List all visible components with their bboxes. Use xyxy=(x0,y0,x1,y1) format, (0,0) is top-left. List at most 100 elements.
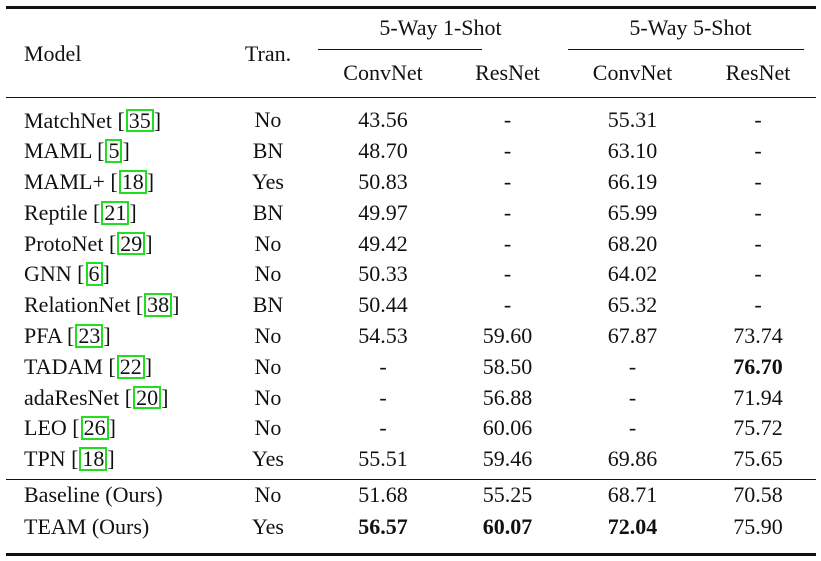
citation-link[interactable]: 23 xyxy=(75,324,104,348)
accuracy-cell: - xyxy=(628,384,637,410)
accuracy-cell: 64.02 xyxy=(607,261,658,287)
accuracy-cell: - xyxy=(503,138,512,164)
model-cell: GNN [6] xyxy=(24,261,110,287)
model-name: MAML xyxy=(24,138,92,164)
table-row: TPN [18] Yes 55.51 59.46 69.86 75.65 xyxy=(6,444,816,475)
model-cell: LEO [26] xyxy=(24,415,116,441)
bottom-rule xyxy=(6,553,816,556)
transductive-cell: No xyxy=(254,481,282,507)
header-5way-1shot: 5-Way 1-Shot xyxy=(379,15,502,40)
transductive-cell: Yes xyxy=(251,513,284,539)
ours-rule xyxy=(6,479,816,481)
header-convnet-1shot: ConvNet xyxy=(343,60,423,85)
citation-link[interactable]: 38 xyxy=(144,293,173,318)
citation-link[interactable]: 21 xyxy=(101,200,130,225)
header-rule xyxy=(6,97,816,99)
model-cell: adaResNet [20] xyxy=(24,384,169,410)
transductive-cell: No xyxy=(254,415,282,441)
accuracy-cell: 55.51 xyxy=(358,446,408,472)
header-resnet-5shot: ResNet xyxy=(725,60,791,85)
accuracy-cell: - xyxy=(379,384,387,410)
accuracy-cell: - xyxy=(754,230,762,256)
citation-link[interactable]: 26 xyxy=(80,416,109,441)
accuracy-cell: 50.83 xyxy=(358,168,408,194)
accuracy-cell: - xyxy=(754,168,762,194)
accuracy-cell: - xyxy=(754,199,762,225)
transductive-cell: No xyxy=(254,261,282,287)
header-model: Model xyxy=(24,41,82,66)
cmidrule-1shot xyxy=(318,49,482,51)
accuracy-cell: 70.58 xyxy=(733,481,783,507)
header-convnet-5shot: ConvNet xyxy=(592,60,673,85)
accuracy-cell: 56.88 xyxy=(482,384,533,410)
model-cell: TEAM (Ours) xyxy=(6,511,220,543)
accuracy-cell: - xyxy=(503,107,512,133)
citation-link[interactable]: 5 xyxy=(105,139,123,164)
accuracy-cell: 59.46 xyxy=(482,446,533,472)
accuracy-cell: 68.71 xyxy=(607,481,658,507)
transductive-cell: BN xyxy=(252,292,284,318)
accuracy-cell: 56.57 xyxy=(358,513,408,539)
citation-link[interactable]: 20 xyxy=(133,385,162,410)
accuracy-cell: 68.20 xyxy=(607,230,658,256)
model-name: TEAM (Ours) xyxy=(24,513,150,539)
transductive-cell: BN xyxy=(252,138,284,164)
accuracy-cell: - xyxy=(754,261,762,287)
table-row: TADAM [22] No - 58.50 - 76.70 xyxy=(6,351,816,382)
citation-link[interactable]: 18 xyxy=(79,447,108,472)
accuracy-cell: - xyxy=(503,261,512,287)
model-cell: TADAM [22] xyxy=(24,353,153,379)
accuracy-cell: 63.10 xyxy=(607,138,658,164)
transductive-cell: No xyxy=(254,230,282,256)
table-row: Baseline (Ours) No 51.68 55.25 68.71 70.58 xyxy=(6,475,816,511)
model-name: LEO xyxy=(24,415,67,441)
accuracy-cell: 49.97 xyxy=(358,199,408,225)
citation-link[interactable]: 22 xyxy=(116,354,145,379)
model-cell: TPN [18] xyxy=(24,446,115,472)
accuracy-cell: 69.86 xyxy=(607,446,658,472)
accuracy-cell: 51.68 xyxy=(358,481,408,507)
model-name: GNN xyxy=(24,261,72,287)
accuracy-cell: 72.04 xyxy=(607,513,658,539)
accuracy-cell: 76.70 xyxy=(733,353,783,379)
accuracy-cell: 55.31 xyxy=(607,107,658,133)
citation-link[interactable]: 29 xyxy=(117,231,146,256)
table-row: GNN [6] No 50.33 - 64.02 - xyxy=(6,259,816,290)
accuracy-cell: - xyxy=(754,292,762,318)
table-row: MAML [5] BN 48.70 - 63.10 - xyxy=(6,136,816,167)
table-row: RelationNet [38] BN 50.44 - 65.32 - xyxy=(6,290,816,321)
header-tran: Tran. xyxy=(244,41,292,66)
top-rule xyxy=(6,6,816,9)
accuracy-cell: 65.32 xyxy=(607,292,658,318)
transductive-cell: Yes xyxy=(251,446,284,472)
citation-link[interactable]: 6 xyxy=(85,262,103,287)
table-row: ProtoNet [29] No 49.42 - 68.20 - xyxy=(6,228,816,259)
accuracy-cell: - xyxy=(754,107,762,133)
accuracy-cell: 50.33 xyxy=(358,261,408,287)
transductive-cell: No xyxy=(254,353,282,379)
table-row: Reptile [21] BN 49.97 - 65.99 - xyxy=(6,197,816,228)
model-name: MatchNet xyxy=(24,107,112,133)
model-cell: MAML [5] xyxy=(24,138,130,164)
model-cell: MAML+ [18] xyxy=(24,169,155,195)
accuracy-cell: 71.94 xyxy=(733,384,783,410)
model-cell: Baseline (Ours) xyxy=(6,475,220,511)
transductive-cell: BN xyxy=(252,199,284,225)
citation-link[interactable]: 35 xyxy=(125,108,154,133)
model-cell: MatchNet [35] xyxy=(24,107,162,133)
accuracy-cell: - xyxy=(628,353,637,379)
model-cell: ProtoNet [29] xyxy=(24,230,153,256)
table-row: adaResNet [20] No - 56.88 - 71.94 xyxy=(6,382,816,413)
results-table: Model Tran. 5-Way 1-Shot 5-Way 5-Shot Co… xyxy=(6,9,816,543)
table-row: MatchNet [35] No 43.56 - 55.31 - xyxy=(6,99,816,136)
model-cell: PFA [23] xyxy=(24,323,111,349)
citation-link[interactable]: 18 xyxy=(118,170,147,194)
accuracy-cell: 58.50 xyxy=(482,353,533,379)
accuracy-cell: - xyxy=(379,353,387,379)
model-name: PFA xyxy=(24,323,62,349)
accuracy-cell: 75.65 xyxy=(733,446,783,472)
model-name: TPN xyxy=(24,446,66,472)
accuracy-cell: 54.53 xyxy=(358,322,408,348)
accuracy-cell: 75.90 xyxy=(733,513,783,539)
accuracy-cell: 55.25 xyxy=(482,481,533,507)
